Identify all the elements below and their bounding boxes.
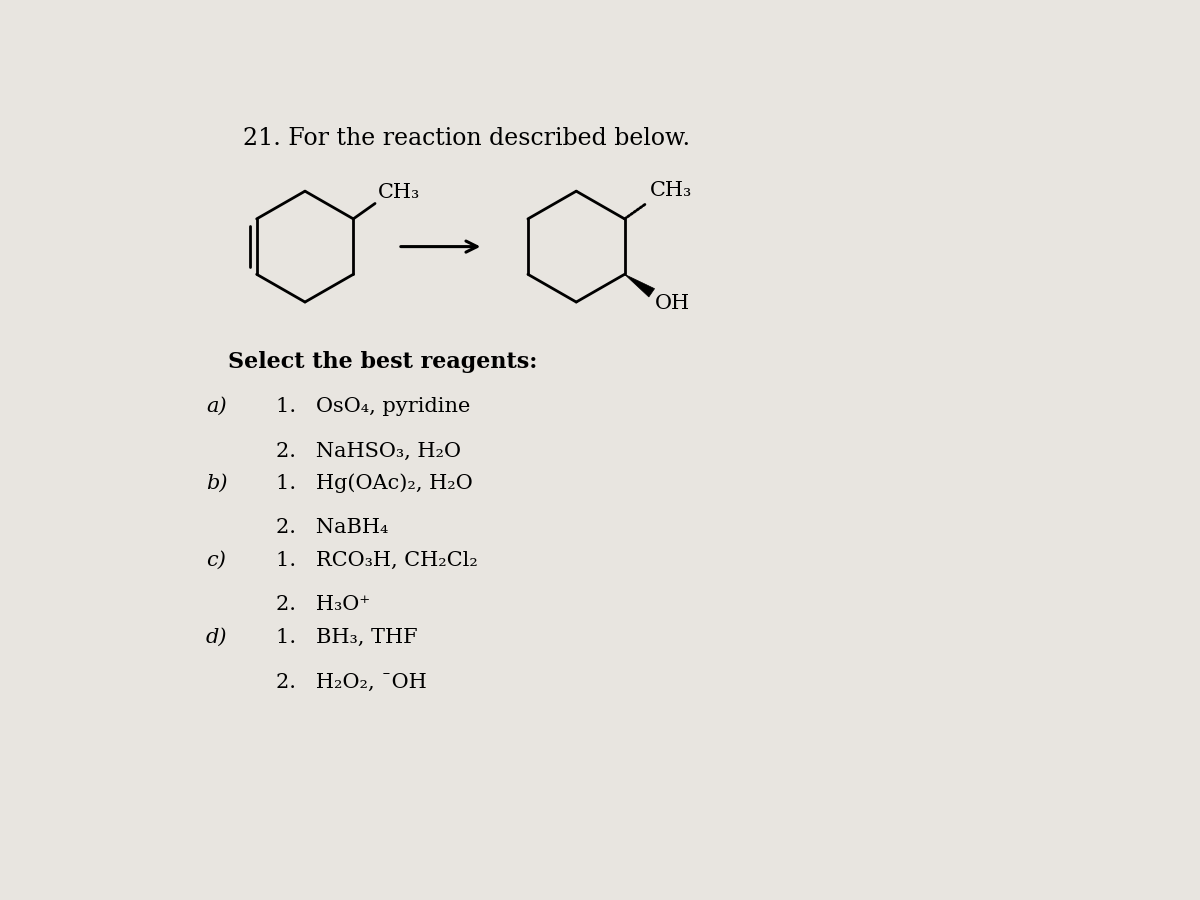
Text: CH₃: CH₃	[378, 183, 420, 202]
Text: 2.   NaHSO₃, H₂O: 2. NaHSO₃, H₂O	[276, 441, 461, 461]
Text: 1.   OsO₄, pyridine: 1. OsO₄, pyridine	[276, 397, 470, 416]
Text: 1.   RCO₃H, CH₂Cl₂: 1. RCO₃H, CH₂Cl₂	[276, 551, 478, 570]
Text: 1.   Hg(OAc)₂, H₂O: 1. Hg(OAc)₂, H₂O	[276, 473, 473, 493]
Text: 2.   NaBH₄: 2. NaBH₄	[276, 518, 388, 537]
Text: d): d)	[206, 628, 227, 647]
Text: b): b)	[206, 473, 227, 493]
Polygon shape	[624, 274, 654, 297]
Text: c): c)	[206, 551, 226, 570]
Text: 21. For the reaction described below.: 21. For the reaction described below.	[242, 127, 690, 150]
Text: Select the best reagents:: Select the best reagents:	[228, 351, 536, 373]
Text: OH: OH	[655, 294, 690, 313]
Text: 2.   H₃O⁺: 2. H₃O⁺	[276, 596, 370, 615]
Text: 1.   BH₃, THF: 1. BH₃, THF	[276, 628, 418, 647]
Text: a): a)	[206, 397, 227, 416]
Text: CH₃: CH₃	[650, 182, 692, 201]
Text: 2.   H₂O₂, ¯OH: 2. H₂O₂, ¯OH	[276, 672, 426, 691]
